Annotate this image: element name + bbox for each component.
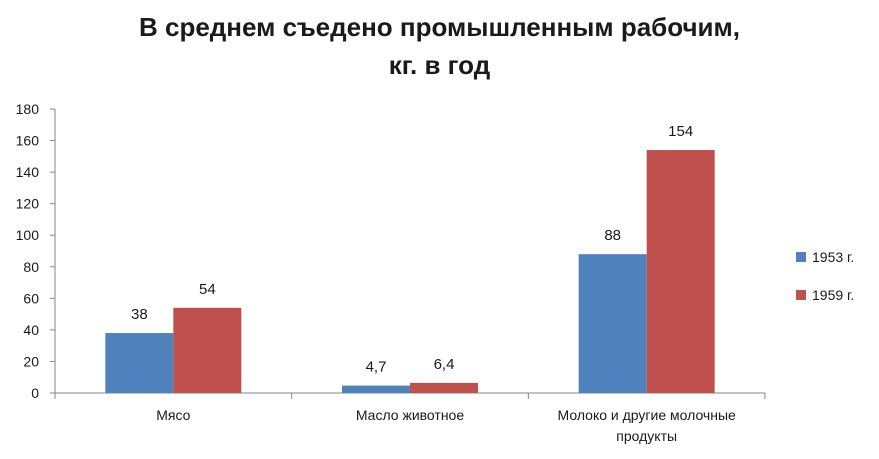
y-tick-label: 20	[23, 353, 39, 369]
bar-1959-1	[410, 382, 478, 393]
legend-item-1959: 1959 г.	[796, 284, 854, 306]
bar-1959-2	[646, 150, 715, 393]
legend-swatch-1953	[796, 252, 806, 262]
bar-1959-0	[173, 307, 242, 393]
data-label: 88	[604, 227, 621, 244]
data-label: 38	[131, 306, 148, 323]
data-label: 154	[668, 123, 693, 140]
x-category-label: продукты	[616, 428, 677, 444]
y-tick-label: 120	[16, 196, 40, 212]
data-label: 4,7	[366, 359, 387, 376]
y-tick-label: 60	[23, 290, 39, 306]
bar-1953-1	[342, 385, 410, 393]
x-category-label: Молоко и другие молочные	[558, 407, 736, 423]
x-category-label: Масло животное	[356, 407, 464, 423]
y-tick-label: 100	[16, 227, 40, 243]
data-label: 6,4	[434, 356, 455, 373]
legend-label-1953: 1953 г.	[812, 249, 855, 265]
chart-title-line-1: В среднем съедено промышленным рабочим,	[139, 12, 740, 42]
y-tick-label: 160	[16, 133, 40, 149]
bar-1953-0	[105, 333, 174, 393]
y-tick-label: 40	[23, 322, 39, 338]
y-tick-label: 140	[16, 164, 40, 180]
legend-label-1959: 1959 г.	[812, 287, 855, 303]
legend: 1953 г. 1959 г.	[796, 246, 854, 322]
chart-title: В среднем съедено промышленным рабочим, …	[0, 8, 879, 84]
x-category-label: Мясо	[156, 407, 190, 423]
y-tick-label: 0	[31, 385, 39, 401]
bar-1953-2	[578, 254, 647, 393]
legend-item-1953: 1953 г.	[796, 246, 854, 268]
y-tick-label: 80	[23, 259, 39, 275]
chart-title-line-2: кг. в год	[388, 50, 491, 80]
legend-swatch-1959	[796, 290, 806, 300]
y-tick-label: 180	[16, 101, 40, 117]
data-label: 54	[199, 281, 216, 298]
